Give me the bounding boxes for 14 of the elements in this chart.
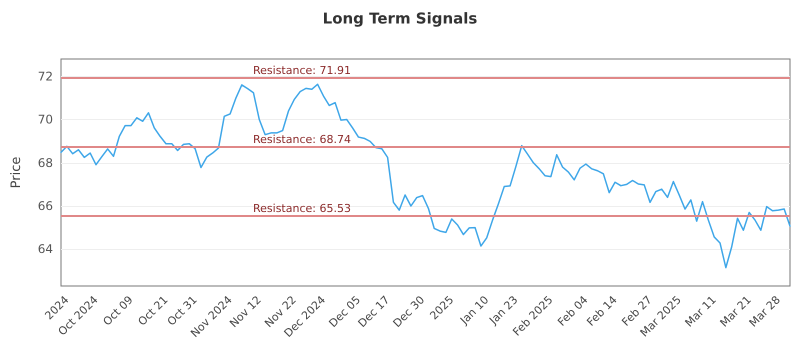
x-tick-label: Mar 11 <box>682 293 719 330</box>
y-tick-label: 64 <box>38 242 53 256</box>
ref-line-label: Resistance: 68.74 <box>253 132 351 146</box>
y-tick-label: 70 <box>38 112 53 127</box>
ref-line-label: Resistance: 65.53 <box>253 202 351 216</box>
y-axis-title: Price <box>9 156 24 188</box>
y-tick-label: 66 <box>38 199 53 214</box>
y-tick-label: 72 <box>38 69 53 84</box>
y-tick-label: 68 <box>38 156 53 170</box>
x-tick-label: Dec 30 <box>390 293 428 330</box>
ref-line-label: Resistance: 71.91 <box>253 64 351 78</box>
x-tick-label: Oct 09 <box>100 293 136 328</box>
line-series <box>60 84 791 268</box>
chart-title: Long Term Signals <box>322 10 478 28</box>
